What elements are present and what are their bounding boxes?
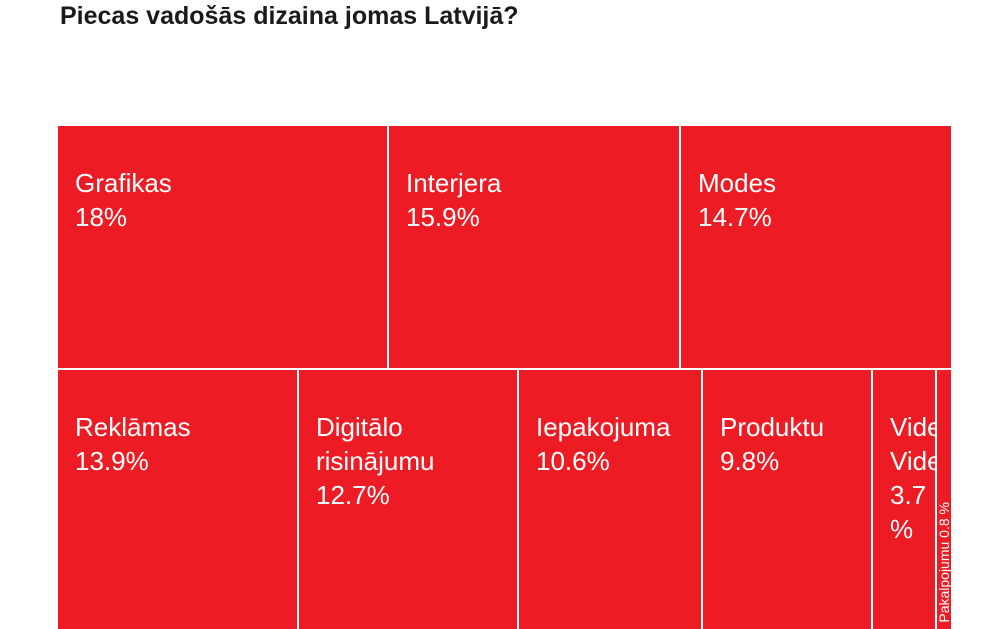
treemap-tile: Pakalpojumu 0.8 %	[937, 370, 951, 629]
tile-category: Grafikas	[75, 168, 172, 198]
treemap-tile: Interjera 15.9%	[389, 126, 679, 368]
tile-value: 13.9%	[75, 446, 149, 476]
tile-label: Reklāmas 13.9%	[75, 410, 191, 478]
tile-label: Vides Vides 3.7 %	[890, 410, 935, 546]
tile-value: 14.7%	[698, 202, 772, 232]
tile-value: 18%	[75, 202, 128, 232]
tile-value: 10.6%	[536, 446, 610, 476]
tile-value: 15.9%	[406, 202, 480, 232]
treemap-tile: Grafikas 18%	[58, 126, 387, 368]
tile-label: Pakalpojumu 0.8 %	[937, 502, 951, 623]
tile-category: Reklāmas	[75, 412, 191, 442]
tile-label: Digitālo risinājumu 12.7%	[316, 410, 435, 512]
tile-label: Iepakojuma 10.6%	[536, 410, 670, 478]
tile-label: Interjera 15.9%	[406, 166, 501, 234]
treemap-tile: Reklāmas 13.9%	[58, 370, 297, 629]
tile-label: Grafikas 18%	[75, 166, 172, 234]
treemap-tile: Digitālo risinājumu 12.7%	[299, 370, 517, 629]
tile-label: Produktu 9.8%	[720, 410, 824, 478]
tile-label: Modes 14.7%	[698, 166, 776, 234]
treemap-tile: Produktu 9.8%	[703, 370, 871, 629]
tile-value: Vides 3.7 %	[890, 446, 935, 544]
tile-category: Produktu	[720, 412, 825, 442]
chart-title: Piecas vadošās dizaina jomas Latvijā?	[60, 2, 519, 30]
tile-value: 12.7%	[316, 480, 390, 510]
tile-category: Iepakojuma	[536, 412, 671, 442]
tile-category: Modes	[698, 168, 777, 198]
tile-value: 9.8%	[720, 446, 780, 476]
tile-category: Interjera	[406, 168, 502, 198]
treemap-tile: Vides Vides 3.7 %	[873, 370, 935, 629]
treemap: Grafikas 18% Interjera 15.9% Modes 14.7% Reklā…	[58, 126, 951, 629]
treemap-tile: Iepakojuma 10.6%	[519, 370, 701, 629]
tile-category: Vides	[890, 412, 935, 442]
treemap-tile: Modes 14.7%	[681, 126, 951, 368]
tile-category: Digitālo risinājumu	[316, 412, 435, 476]
